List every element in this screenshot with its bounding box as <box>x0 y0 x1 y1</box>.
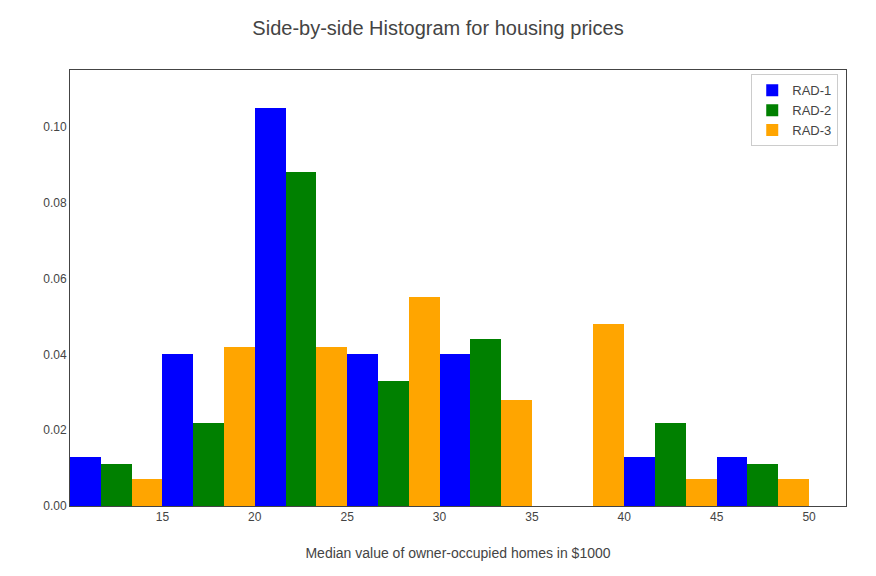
svg-text:0.04: 0.04 <box>43 348 67 362</box>
svg-text:RAD-2: RAD-2 <box>792 103 831 118</box>
svg-text:Median value of owner-occupied: Median value of owner-occupied homes in … <box>305 545 610 561</box>
svg-text:Side-by-side Histogram for hou: Side-by-side Histogram for housing price… <box>252 17 623 39</box>
svg-text:35: 35 <box>525 510 539 524</box>
svg-text:0.02: 0.02 <box>43 423 67 437</box>
svg-text:0.06: 0.06 <box>43 272 67 286</box>
svg-text:30: 30 <box>433 510 447 524</box>
svg-text:45: 45 <box>710 510 724 524</box>
svg-text:0.08: 0.08 <box>43 196 67 210</box>
svg-text:0.10: 0.10 <box>43 120 67 134</box>
svg-text:0.00: 0.00 <box>43 499 67 513</box>
svg-text:RAD-3: RAD-3 <box>792 123 831 138</box>
svg-text:15: 15 <box>156 510 170 524</box>
svg-text:RAD-1: RAD-1 <box>792 83 831 98</box>
svg-text:20: 20 <box>248 510 262 524</box>
svg-text:50: 50 <box>802 510 816 524</box>
svg-text:25: 25 <box>340 510 354 524</box>
svg-text:40: 40 <box>618 510 632 524</box>
